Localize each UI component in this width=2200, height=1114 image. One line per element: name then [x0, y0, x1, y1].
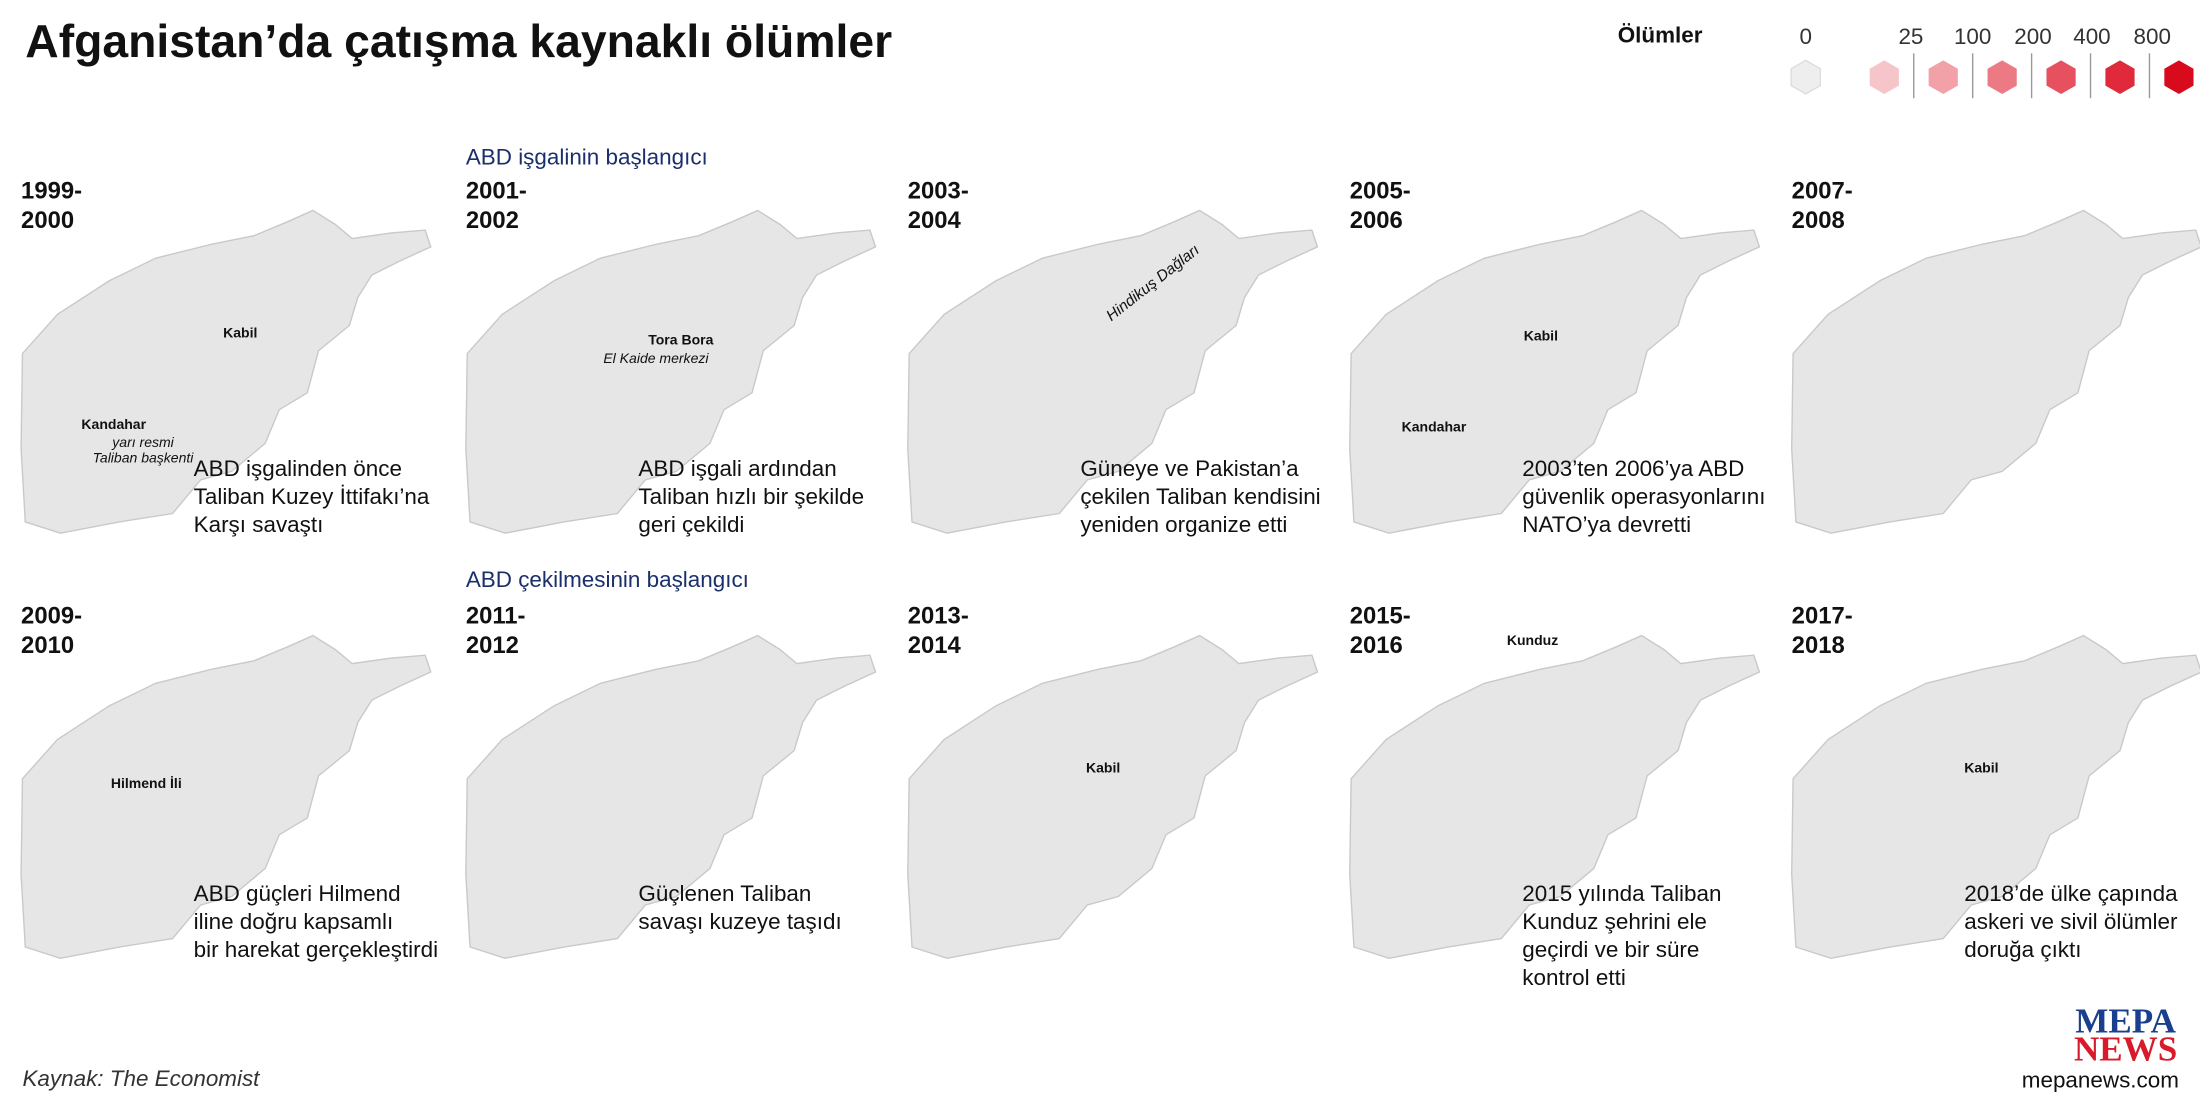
period-label: 2016 — [1350, 632, 1403, 659]
place-note: Taliban başkenti — [93, 449, 195, 465]
legend-label: 100 — [1954, 24, 1991, 49]
period-label: 2000 — [21, 207, 74, 234]
period-label: 2006 — [1350, 207, 1403, 234]
caption: askeri ve sivil ölümler — [1964, 909, 2178, 934]
legend-swatch — [1987, 60, 2017, 95]
legend-label: 25 — [1898, 24, 1923, 49]
caption: Güneye ve Pakistan’a — [1080, 456, 1299, 481]
period-label: 1999- — [21, 178, 82, 205]
period-label: 2009- — [21, 603, 82, 630]
period-label: 2010 — [21, 632, 74, 659]
legend-swatch — [1869, 60, 1899, 95]
caption: savaşı kuzeye taşıdı — [638, 909, 841, 934]
annotation: ABD işgalinin başlangıcı — [466, 144, 708, 169]
title: Afganistan’da çatışma kaynaklı ölümler — [25, 15, 892, 67]
country-map — [1790, 209, 2200, 534]
caption: güvenlik operasyonlarını — [1522, 484, 1765, 509]
place-note: yarı resmi — [111, 434, 174, 450]
caption: 2015 yılında Taliban — [1522, 881, 1721, 906]
caption: ABD güçleri Hilmend — [194, 881, 401, 906]
period-label: 2018 — [1792, 632, 1845, 659]
source: Kaynak: The Economist — [22, 1066, 261, 1091]
place-note: El Kaide merkezi — [603, 350, 709, 366]
caption: bir harekat gerçekleştirdi — [194, 937, 438, 962]
annotation: ABD çekilmesinin başlangıcı — [466, 567, 749, 592]
caption: Taliban hızlı bir şekilde — [638, 484, 864, 509]
period-label: 2012 — [466, 632, 519, 659]
place-label: Tora Bora — [648, 332, 713, 348]
legend-label: 0 — [1799, 24, 1811, 49]
logo-url: mepanews.com — [2022, 1068, 2179, 1093]
place-label: Kabil — [1524, 327, 1558, 343]
legend-label: 200 — [2014, 24, 2051, 49]
period-label: 2015- — [1350, 603, 1411, 630]
period-label: 2004 — [908, 207, 962, 234]
caption: çekilen Taliban kendisini — [1080, 484, 1320, 509]
legend-swatch — [1928, 60, 1958, 95]
period-label: 2007- — [1792, 178, 1853, 205]
period-label: 2002 — [466, 207, 519, 234]
period-label: 2005- — [1350, 178, 1411, 205]
place-label: Kandahar — [81, 416, 146, 432]
legend-swatch — [2046, 60, 2076, 95]
legend-title: Ölümler — [1618, 22, 1703, 47]
caption: doruğa çıktı — [1964, 937, 2081, 962]
caption: kontrol etti — [1522, 965, 1626, 990]
period-label: 2008 — [1792, 207, 1845, 234]
period-label: 2017- — [1792, 603, 1853, 630]
legend-label: 400 — [2073, 24, 2110, 49]
caption: NATO’ya devretti — [1522, 512, 1691, 537]
caption: geri çekildi — [638, 512, 744, 537]
place-label: Kabil — [1964, 760, 1998, 776]
caption: geçirdi ve bir süre — [1522, 937, 1699, 962]
legend-label: 800 — [2134, 24, 2171, 49]
place-label: Kabil — [223, 325, 257, 341]
period-label: 2013- — [908, 603, 969, 630]
caption: ABD işgali ardından — [638, 456, 836, 481]
place-label: Kandahar — [1402, 419, 1467, 435]
caption: yeniden organize etti — [1080, 512, 1287, 537]
caption: 2018’de ülke çapında — [1964, 881, 2178, 906]
place-label: Hilmend İli — [111, 775, 182, 791]
period-label: 2014 — [908, 632, 962, 659]
legend-swatch — [2105, 60, 2135, 95]
logo-line1: MEPA — [2075, 1001, 2176, 1040]
period-label: 2001- — [466, 178, 527, 205]
caption: 2003’ten 2006’ya ABD — [1522, 456, 1744, 481]
caption: Kunduz şehrini ele — [1522, 909, 1707, 934]
legend-swatch — [1790, 59, 1822, 95]
legend-swatch — [2164, 60, 2194, 95]
caption: ABD işgalinden önce — [194, 456, 402, 481]
period-label: 2011- — [466, 603, 526, 630]
caption: Taliban Kuzey İttifakı’na — [194, 484, 430, 509]
caption: iline doğru kapsamlı — [194, 909, 394, 934]
logo-line2: NEWS — [2074, 1029, 2177, 1068]
place-label: Kabil — [1086, 760, 1120, 776]
caption: Güçlenen Taliban — [638, 881, 811, 906]
place-label: Kunduz — [1507, 632, 1558, 648]
caption: Karşı savaştı — [194, 512, 324, 537]
period-label: 2003- — [908, 178, 969, 205]
country-map — [907, 634, 1319, 959]
